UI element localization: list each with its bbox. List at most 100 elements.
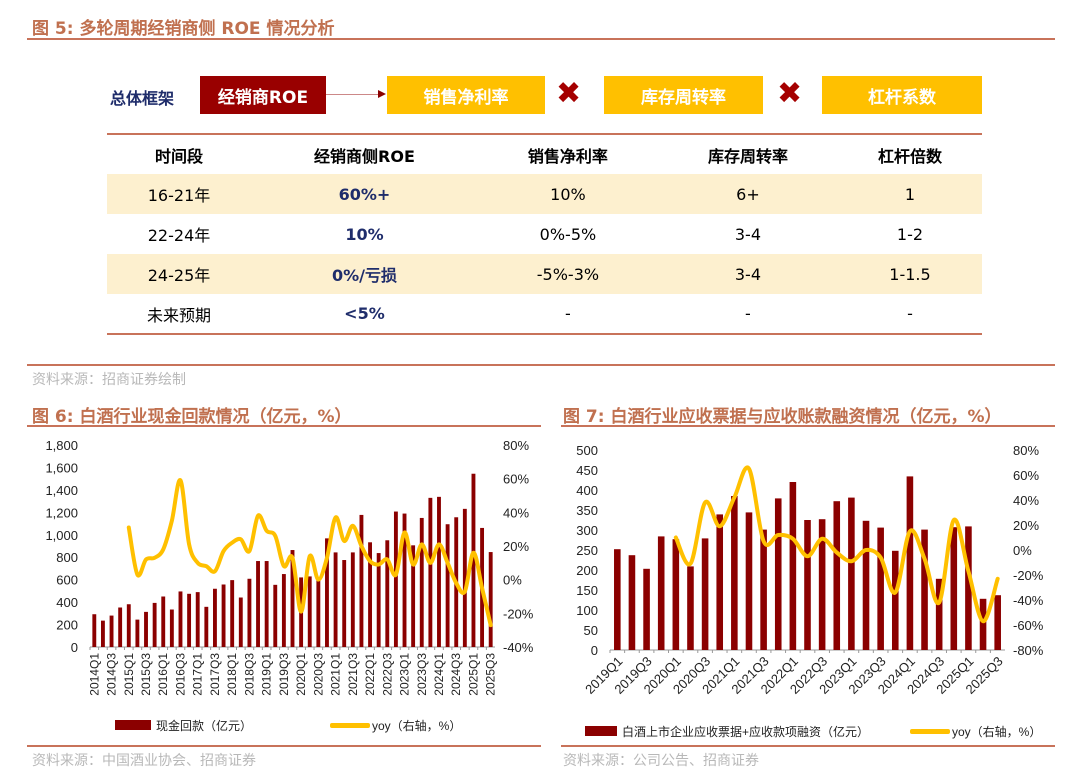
bar	[462, 508, 467, 647]
bar	[195, 592, 200, 647]
x-axis-tick-label: 2017Q1	[191, 653, 205, 696]
left-axis-tick-label: 1,000	[45, 528, 78, 543]
x-axis-tick-label: 2020Q1	[294, 653, 308, 696]
arrow-head-icon	[378, 90, 386, 98]
left-axis-tick-label: 1,600	[45, 460, 78, 475]
bar	[965, 526, 972, 650]
right-axis-tick-label: -20%	[503, 606, 534, 621]
bar	[979, 598, 987, 650]
left-axis-tick-label: 400	[56, 595, 78, 610]
table-cell: 3-4	[734, 224, 762, 244]
bar	[100, 620, 105, 647]
left-axis-tick-label: 1,400	[45, 483, 78, 498]
left-axis-tick-label: 250	[576, 543, 598, 558]
fig5-title: 图 5: 多轮周期经销商侧 ROE 情况分析	[32, 19, 335, 39]
table-cell: 1-2	[896, 224, 924, 244]
bar	[393, 511, 398, 647]
x-axis-tick-label: 2020Q3	[311, 653, 325, 696]
left-axis-tick-label: 450	[576, 463, 598, 478]
legend-bar-label: 白酒上市企业应收票据+应收款项融资（亿元）	[622, 724, 869, 739]
table-cell: 3-4	[657, 254, 838, 294]
bar	[109, 615, 114, 647]
table-cell: <5%	[344, 304, 385, 323]
bar	[169, 609, 174, 647]
bar	[877, 527, 884, 650]
bar	[891, 550, 899, 650]
fig5-source: 资料来源：招商证券绘制	[32, 372, 186, 388]
bar	[92, 614, 97, 647]
bar	[187, 593, 192, 647]
right-axis-tick-label: 60%	[1013, 468, 1039, 483]
right-axis-tick-label: -60%	[1013, 618, 1044, 633]
bar	[921, 529, 928, 650]
table-cell: 6+	[657, 174, 838, 214]
left-axis-tick-label: 1,200	[45, 505, 78, 520]
bar	[402, 513, 407, 647]
bar	[818, 519, 826, 650]
bar	[760, 529, 767, 650]
table-header: 库存周转率	[707, 146, 788, 166]
left-axis-tick-label: 0	[71, 640, 78, 655]
x-axis-tick-label: 2024Q1	[432, 653, 446, 696]
bar	[614, 549, 621, 650]
x-axis-tick-label: 2024Q3	[449, 653, 463, 696]
bar	[789, 482, 797, 650]
table-header: 杠杆倍数	[877, 146, 942, 166]
table-cell: 0%-5%	[539, 224, 597, 244]
left-axis-tick-label: 150	[576, 583, 598, 598]
table-header: 经销商侧ROE	[314, 146, 415, 166]
table-cell: -5%-3%	[477, 254, 658, 294]
roe-table: 时间段 经销商侧ROE 销售净利率 库存周转率 杠杆倍数 16-21年 60%+…	[107, 133, 982, 335]
legend-bar-swatch	[115, 720, 151, 730]
fig7-title: 图 7: 白酒行业应收票据与应收账款融资情况（亿元，%）	[563, 407, 1002, 427]
bar	[716, 514, 724, 650]
right-axis-tick-label: -40%	[1013, 593, 1044, 608]
fig6-bottom-rule	[27, 745, 541, 747]
table-row: 未来预期 <5% - - -	[107, 294, 982, 334]
table-cell: 10%	[477, 174, 658, 214]
left-axis-tick-label: 0	[591, 643, 598, 658]
roe-box: 经销商ROE	[200, 76, 326, 114]
bar	[152, 602, 157, 647]
receivables-chart: 0 50 100 150 200 250 300 350 400 450 500 -80% -60% -4…	[576, 443, 1044, 739]
bar	[935, 578, 943, 650]
table-cell: -	[745, 304, 751, 323]
bar	[368, 542, 372, 647]
x-axis-tick-label: 2019Q1	[260, 653, 274, 696]
table-cell: -	[907, 304, 913, 323]
left-axis-tick-label: 200	[576, 563, 598, 578]
bar	[213, 588, 217, 647]
legend-line-label: yoy（右轴，%）	[372, 718, 461, 733]
bar	[471, 473, 476, 647]
left-axis-tick-label: 300	[576, 523, 598, 538]
bar	[333, 552, 338, 647]
bar	[701, 538, 709, 650]
right-axis-tick-label: 0%	[503, 573, 522, 588]
table-cell: 1	[837, 174, 982, 214]
fig7-title-rule	[561, 425, 1055, 427]
bar	[135, 619, 140, 647]
right-axis-tick-label: 60%	[503, 472, 529, 487]
fig6-title-rule	[27, 425, 541, 427]
left-axis-tick-label: 200	[56, 618, 78, 633]
yoy-line	[673, 465, 1000, 624]
x-axis-tick-label: 2015Q3	[139, 653, 153, 696]
bar	[950, 527, 958, 650]
legend-line-label: yoy（右轴，%）	[952, 724, 1041, 739]
x-axis-tick-label: 2016Q1	[156, 653, 170, 696]
bar	[316, 579, 321, 647]
bar	[204, 606, 209, 647]
legend-bar-swatch	[585, 726, 617, 736]
bar	[437, 496, 441, 647]
legend-line-swatch	[910, 729, 950, 734]
bar	[256, 561, 260, 647]
bar	[862, 520, 870, 650]
factor-box-leverage: 杠杆系数	[822, 76, 982, 114]
bar	[672, 539, 680, 650]
fig7-bottom-rule	[561, 745, 1055, 747]
table-row: 16-21年 60%+ 10% 6+ 1	[107, 174, 982, 214]
x-axis-tick-label: 2014Q1	[87, 653, 101, 696]
bar	[376, 553, 381, 647]
bar	[774, 498, 782, 650]
x-axis-tick-label: 2021Q1	[329, 653, 343, 696]
